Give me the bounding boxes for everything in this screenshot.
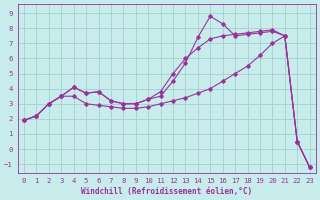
X-axis label: Windchill (Refroidissement éolien,°C): Windchill (Refroidissement éolien,°C) <box>81 187 252 196</box>
